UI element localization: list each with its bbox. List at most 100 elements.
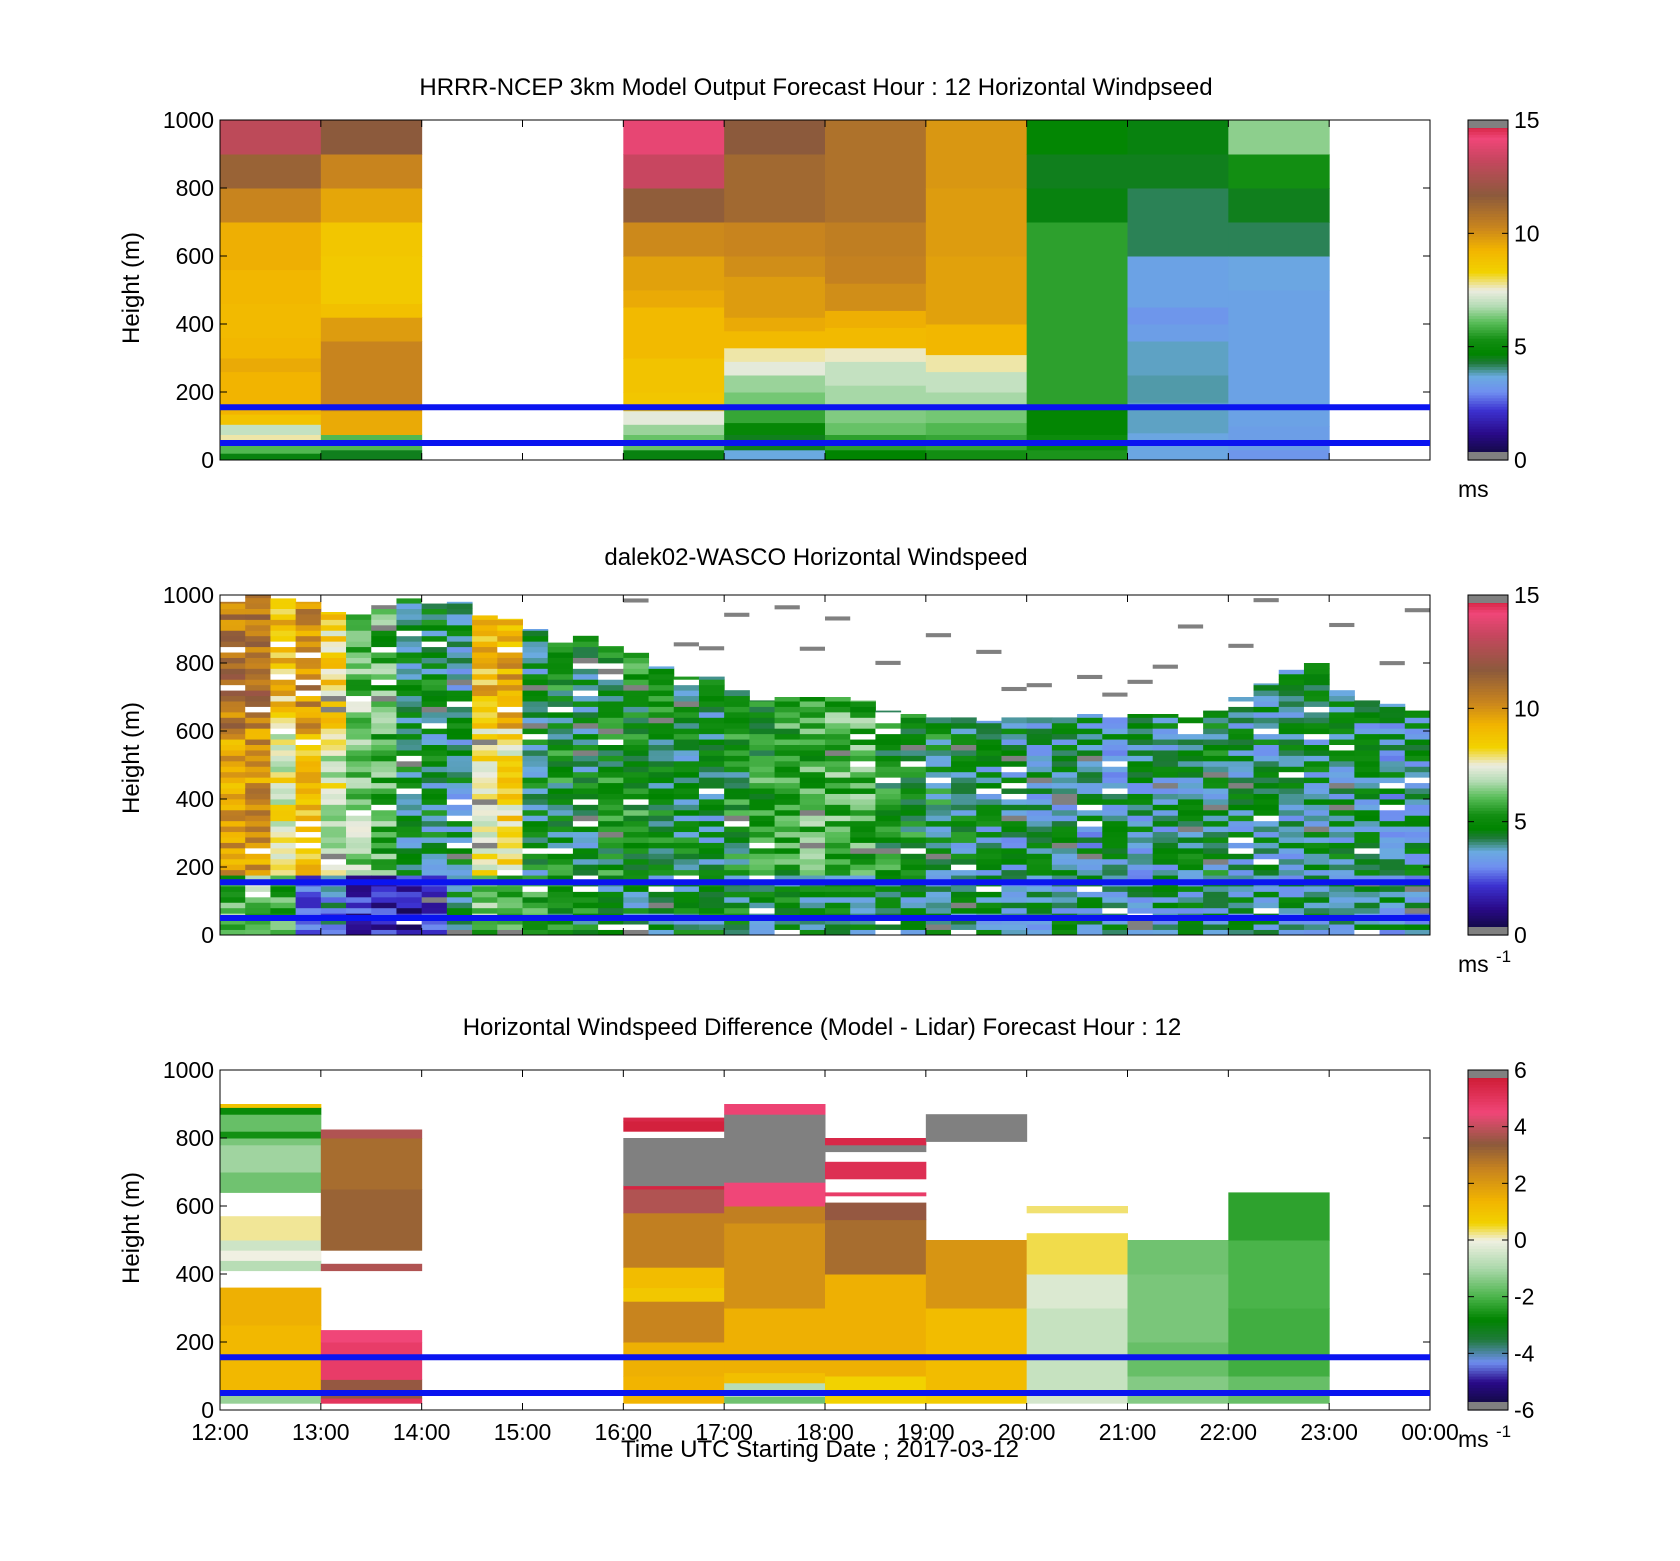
heatmap-cell <box>446 722 473 729</box>
heatmap-cell <box>346 630 372 637</box>
heatmap-cell <box>295 652 322 658</box>
colorbar-segment <box>1468 799 1508 803</box>
heatmap-cell <box>1329 690 1355 697</box>
heatmap-cell <box>850 706 876 713</box>
heatmap-cell <box>1354 924 1381 930</box>
heatmap-cell <box>673 722 700 729</box>
heatmap-cell <box>825 886 851 892</box>
heatmap-cell <box>1278 869 1305 876</box>
heatmap-cell <box>976 902 1002 909</box>
heatmap-cell <box>245 809 271 816</box>
heatmap-cell <box>497 864 523 871</box>
colorbar-segment <box>1468 1231 1508 1235</box>
heatmap-cell <box>1329 858 1355 865</box>
heatmap-cell <box>1404 847 1431 854</box>
heatmap-cell <box>1051 733 1078 740</box>
colorbar-segment <box>1468 648 1508 653</box>
colorbar-segment <box>1468 1322 1508 1326</box>
heatmap-cell <box>446 641 473 648</box>
colorbar-flag-segment <box>1468 1070 1508 1078</box>
heatmap-cell <box>396 684 423 691</box>
heatmap-cell <box>1329 815 1355 822</box>
heatmap-cell <box>1001 809 1028 816</box>
colorbar-segment <box>1468 1189 1508 1193</box>
colorbar-segment <box>1468 224 1508 229</box>
heatmap-cell <box>799 847 826 854</box>
heatmap-cell <box>320 728 347 735</box>
heatmap-cell <box>270 728 297 735</box>
heatmap-cell <box>522 902 549 909</box>
colorbar-segment <box>1468 151 1508 155</box>
colorbar-segment <box>1468 852 1508 857</box>
colorbar-segment <box>1468 258 1508 263</box>
heatmap-cell <box>1329 837 1355 843</box>
heatmap-cell <box>598 663 624 669</box>
heatmap-cell <box>346 777 372 784</box>
colorbar-segment <box>1468 1319 1508 1323</box>
heatmap-cell <box>648 842 675 849</box>
heatmap-cell <box>1077 842 1103 849</box>
heatmap-cell <box>598 668 624 675</box>
colorbar-segment <box>1468 719 1508 724</box>
heatmap-cell <box>295 695 322 702</box>
heatmap-cell <box>320 1330 423 1343</box>
heatmap-cell <box>1354 875 1381 881</box>
heatmap-cell <box>724 222 826 257</box>
heatmap-cell-flagged <box>1102 692 1128 697</box>
heatmap-cell <box>1379 869 1406 876</box>
heatmap-cell <box>220 739 246 745</box>
colorbar-segment <box>1468 903 1508 908</box>
heatmap-cell <box>799 891 826 898</box>
heatmap-cell <box>245 820 271 827</box>
heatmap-cell <box>1404 809 1431 816</box>
heatmap-cell <box>1329 799 1355 805</box>
heatmap-cell <box>522 886 549 892</box>
heatmap-cell <box>295 663 322 669</box>
colorbar-segment <box>1468 886 1508 891</box>
heatmap-cell <box>1354 804 1381 811</box>
heatmap-cell <box>1152 891 1179 898</box>
heatmap-cell <box>1253 755 1280 762</box>
colorbar-segment <box>1468 1078 1508 1082</box>
heatmap-cell <box>1354 744 1381 751</box>
heatmap-cell <box>220 717 246 724</box>
heatmap-cell <box>1102 875 1128 881</box>
heatmap-cell <box>900 788 927 794</box>
heatmap-cell <box>1404 853 1431 860</box>
heatmap-cell <box>371 673 397 680</box>
heatmap-cell <box>1026 755 1053 762</box>
heatmap-cell <box>598 711 624 718</box>
heatmap-cell <box>799 799 826 805</box>
heatmap-cell <box>900 826 927 833</box>
heatmap-cell <box>825 750 851 756</box>
heatmap-cell <box>1102 837 1128 843</box>
heatmap-cell <box>472 619 498 626</box>
colorbar-segment <box>1468 1121 1508 1125</box>
colorbar-segment <box>1468 810 1508 814</box>
heatmap-cell <box>522 717 549 724</box>
heatmap-cell <box>623 668 650 675</box>
heatmap-cell <box>1051 728 1078 735</box>
heatmap-cell <box>1026 924 1053 930</box>
heatmap-cell <box>673 766 700 773</box>
colorbar-segment <box>1468 1214 1508 1218</box>
heatmap-cell <box>245 907 271 914</box>
heatmap-cell <box>623 679 650 686</box>
colorbar-segment <box>1468 872 1508 877</box>
heatmap-cell <box>1203 815 1229 822</box>
heatmap-cell <box>1203 853 1229 860</box>
heatmap-cell <box>673 809 700 816</box>
heatmap-cell <box>1379 842 1406 849</box>
heatmap-cell <box>1329 918 1355 925</box>
heatmap-cell <box>825 1192 927 1197</box>
heatmap-cell <box>976 777 1002 784</box>
heatmap-cell <box>951 886 977 892</box>
heatmap-cell <box>925 799 952 805</box>
heatmap-cell <box>270 673 297 680</box>
heatmap-cell <box>320 788 347 794</box>
heatmap-cell <box>1026 760 1053 767</box>
heatmap-cell <box>1253 864 1280 871</box>
heatmap-cell <box>245 614 271 620</box>
colorbar-segment <box>1468 895 1508 899</box>
heatmap-cell <box>799 929 826 936</box>
